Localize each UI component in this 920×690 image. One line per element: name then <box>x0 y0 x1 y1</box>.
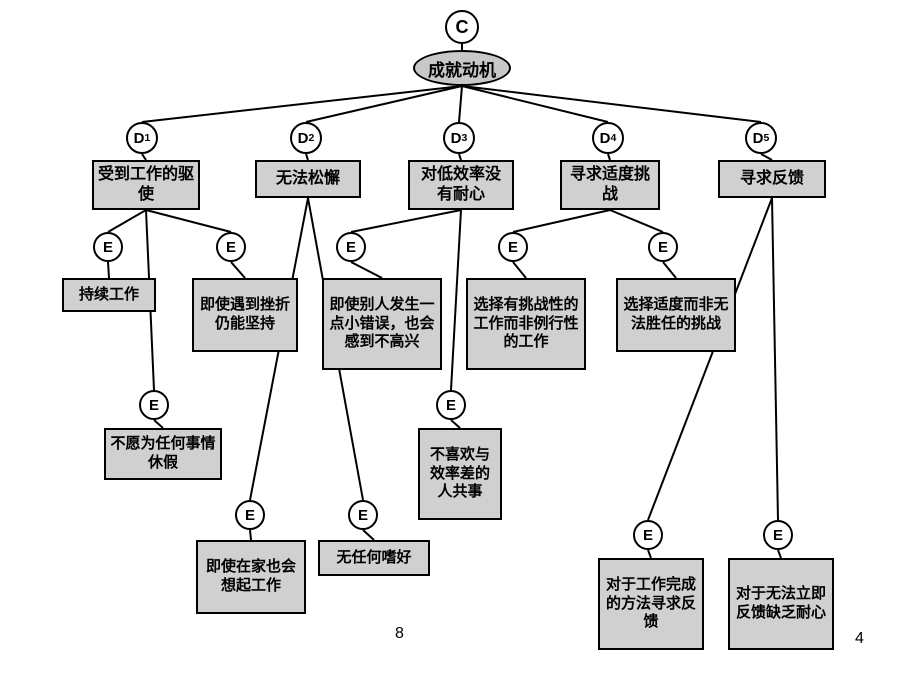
node-L2: 即使遇到挫折仍能坚持 <box>192 278 298 352</box>
node-B5: 寻求反馈 <box>718 160 826 198</box>
node-L6: 不愿为任何事情休假 <box>104 428 222 480</box>
node-D1: D1 <box>126 122 158 154</box>
node-L5: 选择适度而非无法胜任的挑战 <box>616 278 736 352</box>
node-L8: 即使在家也会想起工作 <box>196 540 306 614</box>
node-C: C <box>445 10 479 44</box>
node-E3: E <box>336 232 366 262</box>
node-D4: D4 <box>592 122 624 154</box>
node-L9: 无任何嗜好 <box>318 540 430 576</box>
node-B2: 无法松懈 <box>255 160 361 198</box>
node-E8: E <box>235 500 265 530</box>
node-E4: E <box>498 232 528 262</box>
node-E9: E <box>348 500 378 530</box>
node-L3: 即使别人发生一点小错误，也会感到不高兴 <box>322 278 442 370</box>
node-E2: E <box>216 232 246 262</box>
node-D2: D2 <box>290 122 322 154</box>
node-root: 成就动机 <box>413 50 511 86</box>
node-D5: D5 <box>745 122 777 154</box>
node-E10: E <box>633 520 663 550</box>
node-B4: 寻求适度挑战 <box>560 160 660 210</box>
node-E6: E <box>139 390 169 420</box>
page-number-left: 8 <box>395 625 404 643</box>
node-E7: E <box>436 390 466 420</box>
node-L11: 对于无法立即反馈缺乏耐心 <box>728 558 834 650</box>
node-D3: D3 <box>443 122 475 154</box>
node-L4: 选择有挑战性的工作而非例行性的工作 <box>466 278 586 370</box>
page-number-right: 4 <box>855 630 864 648</box>
node-E1: E <box>93 232 123 262</box>
node-B1: 受到工作的驱使 <box>92 160 200 210</box>
node-E11: E <box>763 520 793 550</box>
node-L10: 对于工作完成的方法寻求反馈 <box>598 558 704 650</box>
node-L1: 持续工作 <box>62 278 156 312</box>
node-B3: 对低效率没有耐心 <box>408 160 514 210</box>
node-L7: 不喜欢与效率差的人共事 <box>418 428 502 520</box>
node-E5: E <box>648 232 678 262</box>
